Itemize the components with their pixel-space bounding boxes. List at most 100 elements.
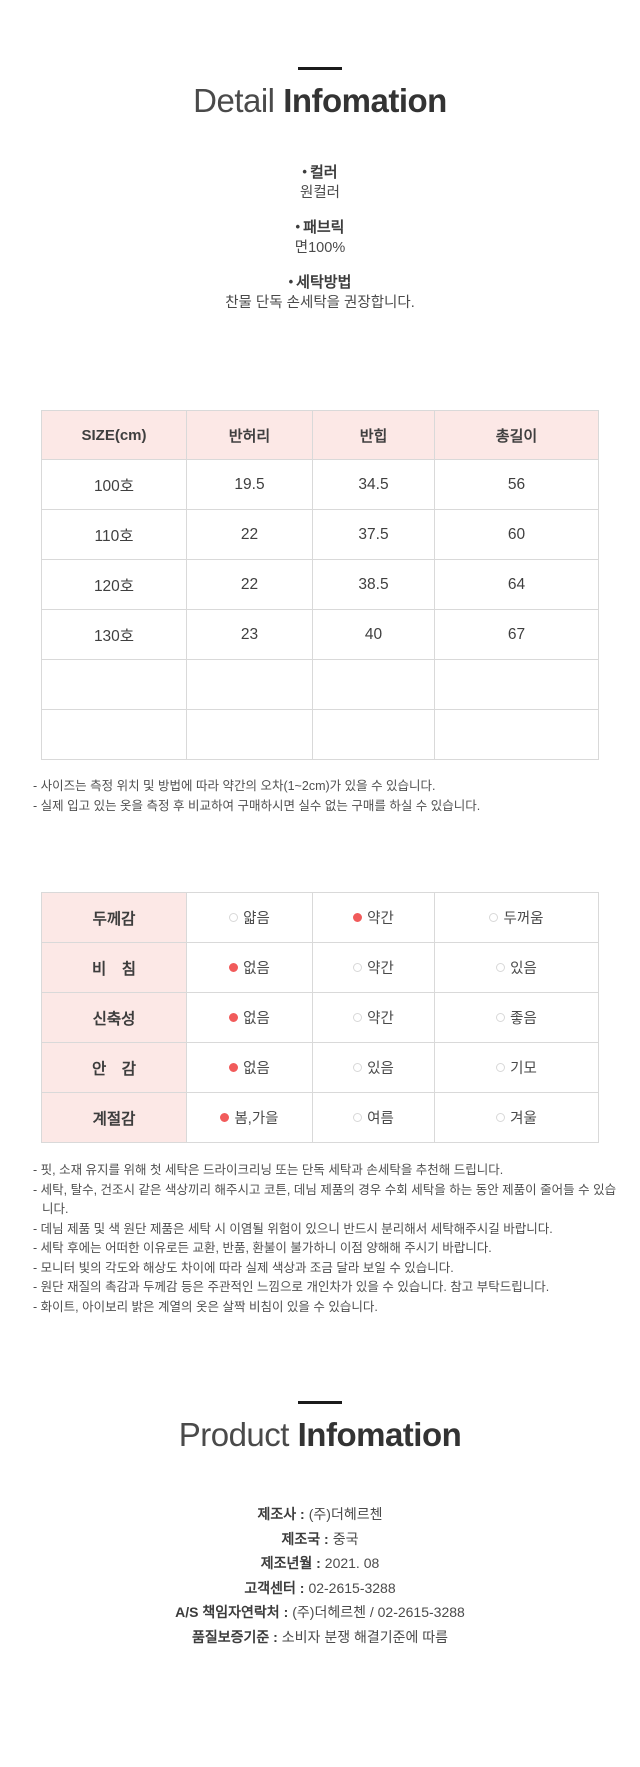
radio-dot-icon — [489, 913, 499, 922]
fabric-option-cell: 좋음 — [434, 992, 599, 1043]
radio-option-label: 얇음 — [243, 911, 270, 927]
product-title-bold: Infomation — [297, 1416, 462, 1453]
fabric-property-table: 두께감 얇음 약간 두꺼움 비 침 없음 약간 있음 신축성 없음 약간 좋음 … — [41, 892, 599, 1143]
size-table: SIZE(cm) 반허리 반힙 총길이 100호 19.5 34.5 56 11… — [41, 410, 599, 760]
table-row: 110호 22 37.5 60 — [41, 509, 599, 560]
product-heading-accent-line — [298, 1401, 342, 1404]
attribute-label-text: 컬러 — [309, 164, 338, 181]
radio-option: 봄,가을 — [220, 1107, 279, 1128]
radio-option-label: 없음 — [243, 1011, 270, 1027]
radio-option-label: 없음 — [243, 1061, 270, 1077]
attribute-label: • 패브릭 — [0, 217, 640, 238]
fabric-option-cell: 있음 — [312, 1042, 435, 1093]
attribute-label-text: 패브릭 — [303, 219, 345, 236]
size-cell: 40 — [312, 609, 435, 660]
fabric-row-stretch: 신축성 없음 약간 좋음 — [41, 992, 599, 1043]
fabric-row-label: 안 감 — [41, 1042, 187, 1093]
radio-dot-icon — [220, 1113, 230, 1122]
size-header-cell: SIZE(cm) — [41, 410, 187, 460]
attribute-color: • 컬러 원컬러 — [0, 162, 640, 204]
info-value: 2021. 08 — [324, 1555, 380, 1571]
attribute-fabric: • 패브릭 면100% — [0, 217, 640, 259]
fabric-option-cell: 겨울 — [434, 1092, 599, 1143]
detail-heading-accent-line — [298, 67, 342, 70]
radio-dot-icon — [353, 1113, 363, 1122]
info-label: 품질보증기준 : — [191, 1628, 278, 1645]
care-note: - 세탁, 탈수, 건조시 같은 색상끼리 해주시고 코튼, 데님 제품의 경우… — [33, 1182, 617, 1217]
size-cell: 23 — [186, 609, 313, 660]
size-cell: 38.5 — [312, 559, 435, 610]
fabric-row-lining: 안 감 없음 있음 기모 — [41, 1042, 599, 1093]
radio-option-label: 봄,가을 — [234, 1111, 279, 1127]
attribute-value: 면100% — [294, 240, 346, 256]
size-cell: 110호 — [41, 509, 187, 560]
table-row-empty — [41, 659, 599, 710]
care-note: - 모니터 빛의 각도와 해상도 차이에 따라 실제 색상과 조금 달라 보일 … — [33, 1260, 454, 1275]
detail-attributes: • 컬러 원컬러 • 패브릭 면100% • 세탁방법 찬물 단독 손세탁을 권장합니… — [0, 162, 640, 314]
radio-option: 있음 — [353, 1057, 394, 1078]
radio-dot-icon — [496, 1113, 506, 1122]
fabric-row-label: 비 침 — [41, 942, 187, 993]
size-cell: 120호 — [41, 559, 187, 610]
fabric-option-cell: 없음 — [186, 992, 313, 1043]
fabric-option-cell: 약간 — [312, 892, 435, 943]
radio-dot-icon — [229, 1063, 239, 1072]
size-cell: 22 — [186, 559, 313, 610]
radio-option-label: 겨울 — [510, 1111, 537, 1127]
size-cell: 19.5 — [186, 459, 313, 510]
radio-dot-icon — [496, 963, 506, 972]
size-cell — [186, 709, 313, 760]
radio-option: 기모 — [496, 1057, 537, 1078]
bullet-icon: • — [302, 164, 307, 179]
fabric-option-cell: 약간 — [312, 942, 435, 993]
table-row: 100호 19.5 34.5 56 — [41, 459, 599, 510]
fabric-option-cell: 봄,가을 — [186, 1092, 313, 1143]
size-cell: 64 — [434, 559, 599, 610]
radio-dot-icon — [496, 1063, 506, 1072]
size-cell: 34.5 — [312, 459, 435, 510]
radio-dot-icon — [229, 913, 239, 922]
size-header-cell: 총길이 — [434, 410, 599, 460]
size-table-notes: - 사이즈는 측정 위치 및 방법에 따라 약간의 오차(1~2cm)가 있을 … — [33, 776, 640, 816]
table-row: 130호 23 40 67 — [41, 609, 599, 660]
product-info-warranty: 품질보증기준 : 소비자 분쟁 해결기준에 따름 — [0, 1625, 640, 1650]
attribute-washing: • 세탁방법 찬물 단독 손세탁을 권장합니다. — [0, 272, 640, 314]
info-value: (주)더헤르첸 / 02-2615-3288 — [292, 1604, 465, 1620]
care-note: - 데님 제품 및 색 원단 제품은 세탁 시 이염될 위험이 있으니 반드시 … — [33, 1221, 553, 1236]
fabric-option-cell: 없음 — [186, 942, 313, 993]
size-header-cell: 반허리 — [186, 410, 313, 460]
radio-option: 약간 — [353, 907, 394, 928]
radio-option: 겨울 — [496, 1107, 537, 1128]
info-label: 제조년월 : — [260, 1555, 321, 1571]
radio-option-label: 좋음 — [510, 1011, 537, 1027]
size-cell — [186, 659, 313, 710]
care-note: - 세탁 후에는 어떠한 이유로든 교환, 반품, 환불이 불가하니 이점 양해… — [33, 1241, 492, 1255]
size-cell — [41, 709, 187, 760]
fabric-option-cell: 얇음 — [186, 892, 313, 943]
radio-option: 좋음 — [496, 1007, 537, 1028]
info-value: 중국 — [332, 1530, 359, 1547]
size-header-cell: 반힙 — [312, 410, 435, 460]
radio-option-label: 약간 — [367, 911, 394, 927]
radio-dot-icon — [353, 1063, 363, 1072]
fabric-option-cell: 기모 — [434, 1042, 599, 1093]
size-cell — [434, 709, 599, 760]
care-notes: - 핏, 소재 유지를 위해 첫 세탁은 드라이크리닝 또는 단독 세탁과 손세… — [33, 1161, 625, 1317]
fabric-option-cell: 약간 — [312, 992, 435, 1043]
radio-option-label: 약간 — [367, 961, 394, 977]
radio-option: 있음 — [496, 957, 537, 978]
fabric-row-thickness: 두께감 얇음 약간 두꺼움 — [41, 892, 599, 943]
radio-option: 없음 — [229, 1057, 270, 1078]
radio-option-label: 기모 — [510, 1061, 537, 1077]
info-label: 제조국 : — [281, 1530, 329, 1547]
fabric-row-label: 신축성 — [41, 992, 187, 1043]
info-label: A/S 책임자연락처 : — [175, 1604, 289, 1620]
care-note: - 핏, 소재 유지를 위해 첫 세탁은 드라이크리닝 또는 단독 세탁과 손세… — [33, 1163, 504, 1177]
radio-option-label: 있음 — [510, 961, 537, 977]
product-info-customer-center: 고객센터 :02-2615-3288 — [0, 1576, 640, 1601]
detail-title-light: Detail — [193, 82, 275, 119]
detail-title-bold: Infomation — [283, 82, 447, 119]
product-info-as-contact: A/S 책임자연락처 : (주)더헤르첸 / 02-2615-3288 — [0, 1600, 640, 1625]
fabric-row-sheerness: 비 침 없음 약간 있음 — [41, 942, 599, 993]
product-info: 제조사 : (주)더헤르첸 제조국 : 중국 제조년월 :2021. 08 고객센터… — [0, 1502, 640, 1649]
